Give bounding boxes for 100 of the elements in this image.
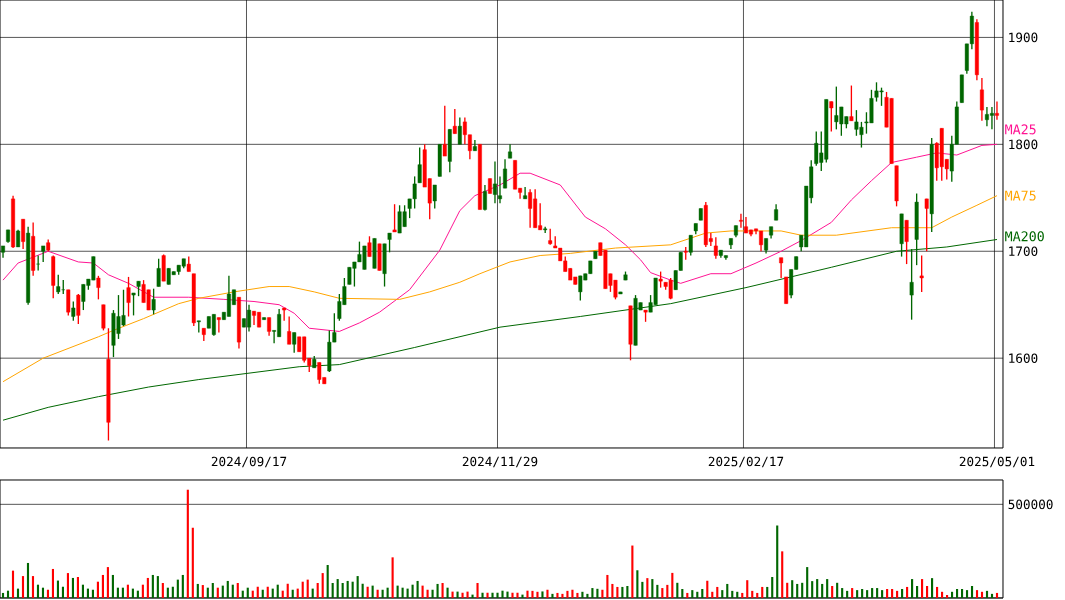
bar [811, 581, 814, 598]
bar [461, 592, 464, 598]
candlestick [151, 288, 156, 316]
bar [995, 592, 999, 598]
bar [960, 589, 964, 598]
candlestick [904, 219, 909, 265]
bar [985, 590, 989, 598]
candlestick [126, 276, 131, 318]
bar [526, 590, 529, 598]
bar [706, 580, 709, 598]
bar [371, 585, 374, 598]
y-tick-label: 1700 [1009, 246, 1038, 257]
bar [466, 591, 469, 598]
bar [881, 590, 884, 598]
bar [86, 588, 89, 598]
bar [561, 593, 564, 598]
bar [681, 589, 684, 598]
bar [636, 570, 639, 598]
bar [166, 587, 169, 598]
bar [816, 579, 819, 598]
bar [101, 574, 104, 598]
bar [970, 586, 974, 598]
bar [955, 589, 959, 598]
bar [741, 592, 744, 598]
bar [411, 584, 414, 598]
bar [676, 582, 679, 598]
candlestick [367, 235, 372, 258]
bar [596, 588, 599, 598]
bar [721, 590, 724, 598]
bar [306, 579, 309, 598]
bar [701, 589, 704, 598]
x-tick-label: 2024/11/29 [462, 456, 538, 468]
bar [316, 583, 319, 598]
bar [161, 583, 164, 598]
bar [406, 588, 409, 598]
bar [826, 579, 829, 598]
bar [421, 585, 424, 598]
bar [16, 588, 20, 598]
candlestick [267, 316, 272, 337]
bar [361, 583, 364, 598]
bar [301, 581, 304, 598]
candlestick [503, 158, 507, 189]
bar [41, 587, 45, 598]
bar [151, 574, 154, 598]
candlestick [101, 304, 106, 332]
bar [736, 591, 739, 598]
candlestick [919, 254, 924, 293]
bar [141, 584, 144, 598]
candlestick [909, 248, 914, 321]
bar [716, 586, 719, 598]
bar [576, 592, 579, 598]
bar [31, 576, 35, 598]
bar [71, 577, 75, 598]
bar [131, 588, 134, 598]
bar [216, 587, 219, 598]
candlestick [56, 274, 61, 295]
bar [311, 588, 314, 598]
bar [726, 583, 729, 598]
bar [821, 583, 824, 598]
bar [906, 586, 909, 598]
bar [476, 583, 479, 598]
bar [611, 583, 614, 598]
bar [146, 577, 149, 598]
candlestick [739, 213, 743, 229]
bar [341, 583, 344, 598]
bar [646, 578, 649, 598]
bar [975, 590, 979, 598]
bar [696, 591, 699, 598]
bar [581, 591, 584, 598]
series-label: MA75 [1005, 190, 1036, 201]
bar [521, 594, 524, 598]
bar [621, 586, 624, 598]
bar [491, 592, 494, 598]
candlestick [979, 77, 984, 122]
bar [436, 583, 439, 598]
bar [366, 586, 369, 598]
bar [926, 586, 929, 598]
bar [656, 584, 659, 598]
bar [481, 592, 484, 598]
candlestick [36, 254, 41, 272]
bar [276, 584, 279, 598]
series-label: MA25 [1005, 124, 1036, 135]
bar [76, 577, 79, 598]
bar [911, 579, 914, 598]
bar [201, 585, 204, 598]
bar [416, 580, 419, 598]
bar [396, 585, 399, 598]
bar [831, 586, 834, 598]
bar [236, 583, 239, 598]
bar [781, 551, 784, 598]
bar [321, 573, 324, 598]
candlestick [287, 315, 292, 345]
bar [940, 591, 944, 598]
candlestick [713, 236, 718, 260]
bar [950, 591, 954, 598]
bar [116, 587, 119, 598]
candlestick [216, 316, 221, 334]
bar [21, 576, 25, 598]
bar [771, 577, 774, 598]
bar [446, 587, 449, 598]
